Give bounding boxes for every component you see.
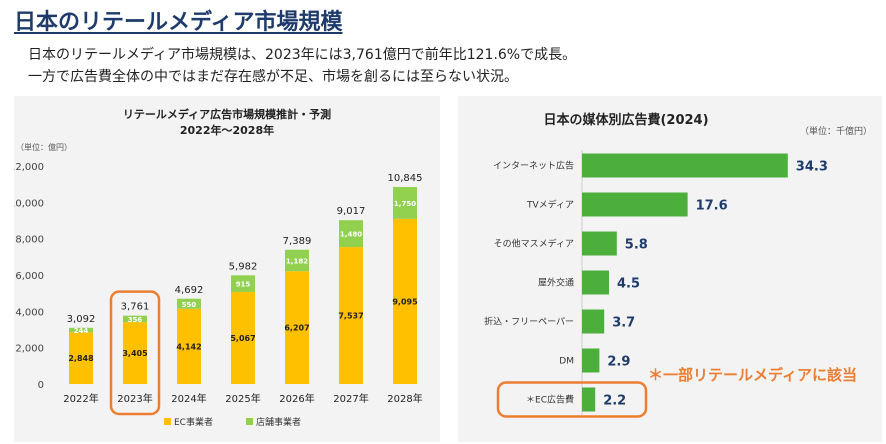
- bar-ec-segment: [69, 332, 93, 384]
- media-bar: [582, 387, 596, 412]
- retail-media-chart: リテールメディア広告市場規模推計・予測 2022年～2028年 （単位：億円） …: [14, 107, 423, 428]
- bar-ec-value-label: 9,095: [392, 297, 418, 306]
- highlight-box-ec: [496, 381, 648, 418]
- x-tick-label: 2025年: [225, 392, 260, 405]
- category-label: 折込・フリーペーパー: [484, 316, 574, 328]
- bar-total-label: 3,761: [121, 302, 150, 313]
- x-tick-label: 2023年: [117, 392, 152, 405]
- legend-label: 店舗事業者: [256, 416, 301, 428]
- bar-store-value-label: 550: [182, 301, 197, 309]
- bar-store-segment: [393, 186, 417, 219]
- highlight-box-2023: [109, 290, 161, 416]
- category-label: TVメディア: [526, 199, 574, 211]
- category-label: ＊EC広告費: [526, 394, 574, 406]
- bar-ec-segment: [393, 218, 417, 384]
- chart-left-subtitle: 2022年～2028年: [180, 123, 274, 137]
- bar-total-label: 9,017: [337, 206, 366, 217]
- category-label: その他マスメディア: [494, 238, 574, 250]
- chart-right-title: 日本の媒体別広告費(2024): [543, 112, 708, 128]
- bar-store-segment: [231, 275, 255, 292]
- bar-store-value-label: 915: [236, 281, 251, 289]
- bar-store-segment: [123, 315, 147, 323]
- bar-store-value-label: 356: [128, 316, 143, 324]
- bar-total-label: 4,692: [175, 285, 204, 296]
- y-tick-label: 6,000: [15, 271, 44, 282]
- bar-value-label: 4.5: [617, 277, 640, 292]
- y-tick-label: 4,000: [15, 307, 44, 318]
- bar-store-segment: [285, 249, 309, 272]
- chart-right-unit-label: （単位：千億円）: [800, 125, 872, 137]
- ec-annotation: ＊一部リテールメディアに該当: [648, 366, 857, 384]
- bar-ec-value-label: 6,207: [284, 324, 309, 333]
- media-bar: [582, 192, 688, 217]
- chart-left-title: リテールメディア広告市場規模推計・予測: [123, 107, 331, 121]
- media-bar: [582, 231, 617, 256]
- bar-ec-value-label: 3,405: [122, 349, 148, 358]
- bar-store-segment: [177, 298, 201, 309]
- x-tick-label: 2027年: [333, 392, 368, 405]
- bar-value-label: 34.3: [796, 160, 828, 175]
- page-title: 日本のリテールメディア市場規模: [14, 10, 343, 35]
- bar-total-label: 3,092: [67, 314, 96, 325]
- bar-value-label: 3.7: [612, 316, 635, 331]
- legend-swatch: [246, 418, 253, 425]
- media-bar: [582, 270, 609, 295]
- y-tick-label: 10,000: [14, 198, 44, 209]
- x-tick-label: 2028年: [387, 392, 422, 405]
- bar-store-value-label: 1,182: [286, 258, 308, 266]
- bar-total-label: 10,845: [388, 173, 423, 184]
- subtitle-line-1: 日本のリテールメディア市場規模は、2023年には3,761億円で前年比121.6…: [28, 47, 577, 63]
- bar-ec-segment: [123, 322, 147, 384]
- bar-store-segment: [339, 220, 363, 248]
- media-bar: [582, 309, 605, 334]
- bar-ec-value-label: 7,537: [338, 312, 363, 321]
- bar-value-label: 2.2: [603, 394, 626, 409]
- bar-store-value-label: 244: [74, 327, 89, 335]
- subtitle-line-2: 一方で広告費全体の中ではまだ存在感が不足、市場を創るには至らない状況。: [28, 69, 518, 85]
- media-bar: [582, 348, 600, 373]
- bar-ec-value-label: 5,067: [230, 334, 255, 343]
- bar-ec-value-label: 2,848: [68, 354, 94, 363]
- x-tick-label: 2022年: [63, 392, 98, 405]
- y-tick-label: 12,000: [14, 162, 44, 173]
- bar-store-value-label: 1,750: [394, 200, 416, 208]
- legend-label: EC事業者: [174, 416, 213, 428]
- category-label: DM: [559, 357, 574, 367]
- bar-store-segment: [69, 327, 93, 333]
- bar-ec-segment: [177, 308, 201, 384]
- x-tick-label: 2024年: [171, 392, 206, 405]
- y-tick-label: 2,000: [15, 344, 44, 355]
- y-tick-label: 8,000: [15, 235, 44, 246]
- bar-ec-segment: [285, 271, 309, 384]
- bar-ec-value-label: 4,142: [176, 342, 201, 351]
- bar-total-label: 7,389: [283, 236, 312, 247]
- legend-swatch: [164, 418, 171, 425]
- media-ad-spend-chart: 日本の媒体別広告費(2024) （単位：千億円） インターネット広告 34.3 TV…: [484, 112, 872, 418]
- x-tick-label: 2026年: [279, 392, 314, 405]
- bar-store-value-label: 1,480: [340, 231, 362, 239]
- bar-ec-segment: [339, 247, 363, 384]
- y-tick-label: 0: [38, 380, 44, 391]
- chart-left-unit-label: （単位：億円）: [16, 142, 72, 152]
- bar-value-label: 5.8: [625, 238, 648, 253]
- bar-ec-segment: [231, 291, 255, 384]
- bar-total-label: 5,982: [229, 261, 258, 272]
- category-label: インターネット広告: [493, 160, 574, 172]
- media-bar: [582, 153, 788, 178]
- bar-value-label: 2.9: [607, 355, 630, 370]
- media-ad-spend-chart-panel: 日本の媒体別広告費(2024) （単位：千億円） インターネット広告 34.3 TV…: [458, 96, 882, 442]
- category-label: 屋外交通: [538, 277, 574, 289]
- retail-media-chart-panel: リテールメディア広告市場規模推計・予測 2022年～2028年 （単位：億円） …: [14, 96, 440, 442]
- bar-value-label: 17.6: [696, 199, 728, 214]
